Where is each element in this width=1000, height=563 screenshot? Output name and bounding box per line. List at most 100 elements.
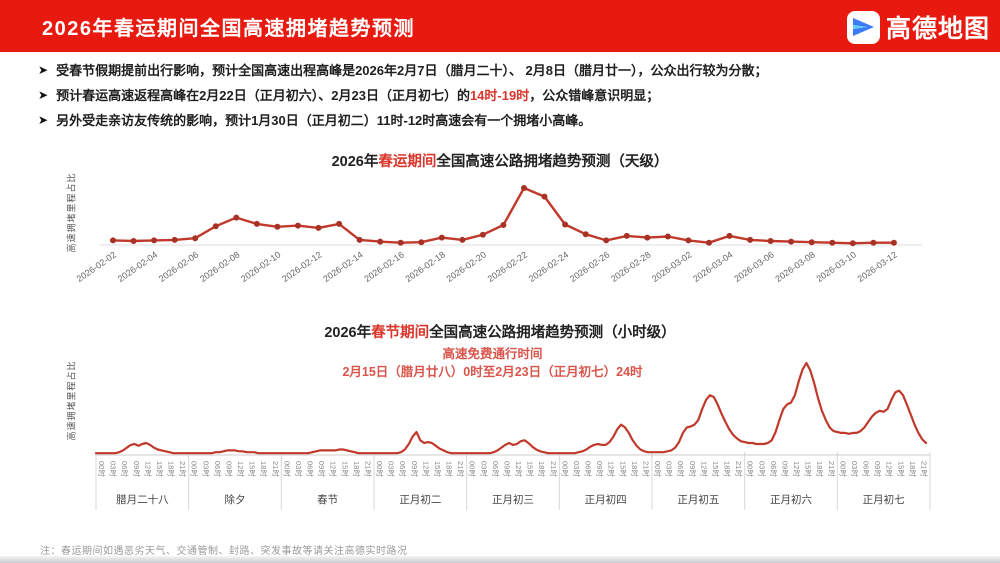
bullet-item: ➤ 另外受走亲访友传统的影响，预计1月30日（正月初二）11时-12时高速会有一… <box>38 111 983 130</box>
svg-text:06时: 06时 <box>862 461 872 477</box>
svg-text:00时: 00时 <box>746 461 756 477</box>
svg-text:12时: 12时 <box>514 461 524 477</box>
svg-text:06时: 06时 <box>213 461 223 477</box>
svg-text:03时: 03时 <box>387 461 397 477</box>
svg-text:03时: 03时 <box>109 461 119 477</box>
header-bar: 2026年春运期间全国高速拥堵趋势预测 高德地图 <box>0 0 1000 52</box>
svg-text:18时: 18时 <box>908 461 918 477</box>
svg-text:21时: 21时 <box>827 461 837 477</box>
svg-text:21时: 21时 <box>549 461 559 477</box>
svg-text:06时: 06时 <box>306 461 316 477</box>
svg-text:2026-02-16: 2026-02-16 <box>362 249 405 284</box>
svg-text:12时: 12时 <box>792 461 802 477</box>
svg-text:00时: 00时 <box>838 461 848 477</box>
svg-text:15时: 15时 <box>340 461 350 477</box>
svg-text:00时: 00时 <box>653 461 663 477</box>
svg-text:2026-02-10: 2026-02-10 <box>239 249 282 284</box>
svg-text:2026-02-02: 2026-02-02 <box>75 249 118 284</box>
svg-text:09时: 09时 <box>873 461 883 477</box>
svg-text:00时: 00时 <box>468 461 478 477</box>
svg-text:06时: 06时 <box>769 461 779 477</box>
svg-text:2026-03-04: 2026-03-04 <box>691 249 734 284</box>
svg-text:2026-02-12: 2026-02-12 <box>280 249 323 284</box>
svg-text:18时: 18时 <box>259 461 269 477</box>
svg-text:18时: 18时 <box>815 461 825 477</box>
svg-text:正月初六: 正月初六 <box>770 493 812 506</box>
svg-text:21时: 21时 <box>456 461 466 477</box>
svg-text:2026-03-10: 2026-03-10 <box>814 249 857 284</box>
toll-free-note: 高速免费通行时间 2月15日（腊月廿八）0时至2月23日（正月初七）24时 <box>0 346 985 381</box>
svg-text:2026-02-28: 2026-02-28 <box>609 249 652 284</box>
svg-text:15时: 15时 <box>433 461 443 477</box>
svg-text:09时: 09时 <box>780 461 790 477</box>
svg-text:00时: 00时 <box>282 461 292 477</box>
svg-text:2026-03-06: 2026-03-06 <box>732 249 775 284</box>
bullet-text: 受春节假期提前出行影响，预计全国高速出程高峰是2026年2月7日（腊月二十）、 … <box>56 63 768 78</box>
bullet-item: ➤ 受春节假期提前出行影响，预计全国高速出程高峰是2026年2月7日（腊月二十）… <box>38 61 983 80</box>
bottom-edge <box>0 556 1000 563</box>
amap-logo: 高德地图 <box>846 9 990 45</box>
svg-text:12时: 12时 <box>329 461 339 477</box>
svg-text:18时: 18时 <box>167 461 177 477</box>
svg-text:18时: 18时 <box>723 461 733 477</box>
svg-text:正月初四: 正月初四 <box>585 493 627 506</box>
paper-plane-icon <box>846 10 880 44</box>
svg-text:2026-03-02: 2026-03-02 <box>650 249 693 284</box>
arrow-icon: ➤ <box>38 88 49 102</box>
svg-text:00时: 00时 <box>560 461 570 477</box>
svg-text:12时: 12时 <box>421 461 431 477</box>
svg-text:18时: 18时 <box>537 461 547 477</box>
svg-text:2026-03-08: 2026-03-08 <box>773 249 816 284</box>
svg-text:15时: 15时 <box>896 461 906 477</box>
svg-text:2026-02-08: 2026-02-08 <box>198 249 241 284</box>
svg-text:00时: 00时 <box>190 461 200 477</box>
svg-text:12时: 12时 <box>885 461 895 477</box>
svg-text:18时: 18时 <box>445 461 455 477</box>
svg-text:15时: 15时 <box>618 461 628 477</box>
svg-text:正月初五: 正月初五 <box>677 493 719 506</box>
svg-text:03时: 03时 <box>665 461 675 477</box>
svg-text:06时: 06时 <box>676 461 686 477</box>
svg-text:09时: 09时 <box>502 461 512 477</box>
svg-text:腊月二十八: 腊月二十八 <box>116 493 169 506</box>
svg-text:06时: 06时 <box>584 461 594 477</box>
svg-text:06时: 06时 <box>398 461 408 477</box>
svg-text:21时: 21时 <box>641 461 651 477</box>
svg-text:2026-02-14: 2026-02-14 <box>321 249 364 284</box>
svg-text:15时: 15时 <box>526 461 536 477</box>
svg-text:正月初二: 正月初二 <box>399 493 441 506</box>
svg-text:21时: 21时 <box>919 461 929 477</box>
svg-text:2026-02-18: 2026-02-18 <box>403 249 446 284</box>
svg-text:03时: 03时 <box>479 461 489 477</box>
svg-text:正月初三: 正月初三 <box>492 493 534 506</box>
svg-text:除夕: 除夕 <box>225 493 246 506</box>
toll-free-note-title: 高速免费通行时间 <box>442 347 543 361</box>
svg-text:2026-02-06: 2026-02-06 <box>157 249 200 284</box>
svg-text:09时: 09时 <box>410 461 420 477</box>
footer-note: 注：春运期间如遇恶劣天气、交通管制、封路、突发事故等请关注高德实时路况 <box>40 546 408 557</box>
svg-text:09时: 09时 <box>595 461 605 477</box>
svg-text:09时: 09时 <box>688 461 698 477</box>
svg-text:09时: 09时 <box>317 461 327 477</box>
svg-text:2026-02-20: 2026-02-20 <box>445 249 488 284</box>
bullet-text: 另外受走亲访友传统的影响，预计1月30日（正月初二）11时-12时高速会有一个拥… <box>56 113 592 128</box>
toll-free-note-period: 2月15日（腊月廿八）0时至2月23日（正月初七）24时 <box>342 365 643 379</box>
svg-text:06时: 06时 <box>491 461 501 477</box>
svg-text:03时: 03时 <box>850 461 860 477</box>
svg-text:18时: 18时 <box>352 461 362 477</box>
arrow-icon: ➤ <box>38 63 49 77</box>
svg-text:21时: 21时 <box>271 461 281 477</box>
svg-text:12时: 12时 <box>236 461 246 477</box>
svg-text:21时: 21时 <box>363 461 373 477</box>
page-title: 2026年春运期间全国高速拥堵趋势预测 <box>42 17 415 40</box>
svg-text:2026-02-04: 2026-02-04 <box>116 249 159 284</box>
svg-text:正月初七: 正月初七 <box>863 493 905 506</box>
svg-text:09时: 09时 <box>224 461 234 477</box>
amap-logo-text: 高德地图 <box>885 15 990 43</box>
svg-text:15时: 15时 <box>804 461 814 477</box>
svg-text:21时: 21时 <box>734 461 744 477</box>
svg-text:21时: 21时 <box>178 461 188 477</box>
svg-text:2026-03-12: 2026-03-12 <box>856 249 899 284</box>
